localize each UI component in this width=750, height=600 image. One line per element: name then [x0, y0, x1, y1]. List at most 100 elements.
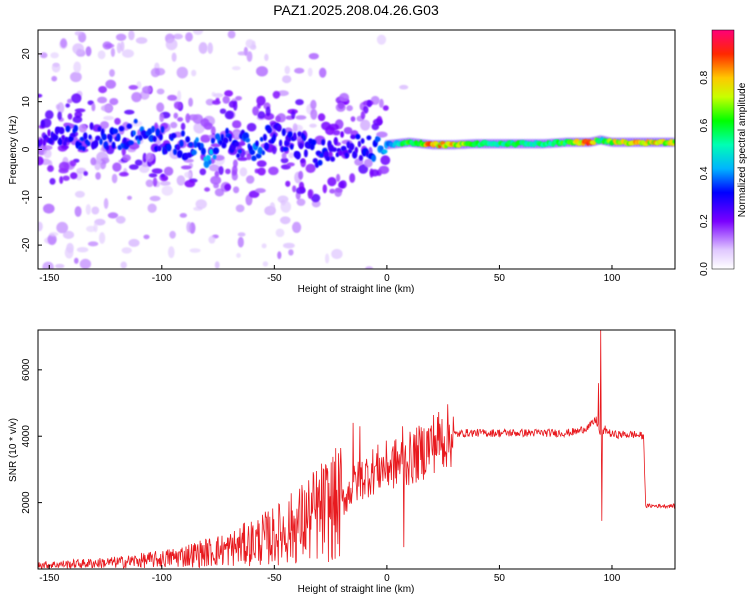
heatmap-cell	[185, 113, 191, 124]
heatmap-cell	[337, 102, 345, 110]
heatmap-cell	[339, 92, 350, 102]
heatmap-cell	[145, 152, 155, 163]
heatmap-ridge-cell	[52, 134, 59, 141]
y-tick-label: 6000	[21, 358, 32, 381]
x-tick-label: -150	[39, 273, 59, 284]
heatmap-noise-cell	[72, 43, 85, 55]
heatmap-cell	[285, 180, 291, 187]
y-tick-label: 10	[21, 96, 32, 108]
heatmap-cell	[298, 170, 304, 180]
heatmap-ridge-cell	[97, 126, 102, 132]
heatmap-ridge-cell	[73, 124, 79, 132]
heatmap-cell	[336, 173, 341, 182]
heatmap-ridge-cell	[272, 133, 277, 142]
heatmap-cell	[59, 176, 64, 184]
heatmap-noise-cell	[186, 221, 192, 233]
heatmap-cell	[142, 86, 152, 94]
heatmap-noise-cell	[94, 218, 106, 226]
heatmap-cell	[122, 154, 131, 162]
heatmap-noise-cell	[192, 30, 204, 35]
heatmap-cell	[74, 108, 86, 113]
heatmap-cell	[224, 110, 234, 120]
heatmap-ridge-cell	[160, 126, 165, 134]
heatmap-noise-cell	[176, 66, 188, 79]
heatmap-ridge-cell	[335, 152, 340, 158]
heatmap-noise-cell	[93, 222, 98, 233]
heatmap-noise-cell	[195, 199, 207, 210]
heatmap-cell	[224, 183, 231, 191]
heatmap-ridge-cell	[259, 136, 264, 142]
heatmap-cell	[246, 153, 252, 161]
heatmap-noise-cell	[40, 52, 48, 59]
heatmap-cell	[363, 105, 369, 114]
heatmap-ridge-cell	[210, 137, 215, 144]
heatmap-ridge-cell	[207, 159, 212, 165]
heatmap-noise-cell	[171, 52, 177, 62]
heatmap-noise-cell	[57, 102, 65, 114]
heatmap-cell	[71, 93, 82, 104]
heatmap-ridge-cell	[156, 145, 162, 152]
heatmap-ridge-cell	[281, 128, 286, 137]
colorbar-tick-label: 0.4	[699, 166, 710, 180]
heatmap-noise-cell	[296, 198, 306, 206]
heatmap-ridge-cell	[105, 145, 110, 151]
heatmap-noise-cell	[70, 71, 82, 83]
heatmap-ridge-cell	[89, 122, 94, 130]
heatmap-noise-cell	[169, 230, 176, 239]
snr-series-line	[38, 330, 675, 569]
heatmap-noise-cell	[145, 179, 154, 188]
heatmap-noise-cell	[205, 98, 215, 106]
heatmap-cell	[112, 162, 122, 172]
heatmap-noise-cell	[275, 228, 285, 238]
heatmap-cell	[78, 124, 88, 133]
heatmap-ridge-cell	[108, 134, 113, 143]
heatmap-ridge-cell	[264, 142, 269, 151]
heatmap-ridge-cell	[358, 154, 364, 161]
heatmap-ridge-cell	[81, 146, 86, 151]
heatmap-cell	[224, 90, 234, 97]
heatmap-ridge-cell	[287, 131, 293, 138]
heatmap-ridge-cell	[255, 140, 259, 147]
heatmap-ridge-cell	[185, 136, 191, 143]
heatmap-cell	[152, 177, 158, 187]
heatmap-cell	[281, 152, 287, 160]
heatmap-ridge-cell	[222, 137, 229, 144]
heatmap-noise-cell	[269, 202, 276, 213]
heatmap-noise-cell	[208, 164, 220, 172]
heatmap-noise-cell	[379, 98, 384, 108]
heatmap-noise-cell	[87, 241, 99, 247]
heatmap-noise-cell	[288, 249, 294, 256]
heatmap-noise-cell	[246, 51, 253, 62]
heatmap-noise-cell	[85, 204, 91, 215]
heatmap-cell	[148, 173, 158, 178]
x-tick-label: 100	[604, 573, 621, 584]
heatmap-cell	[307, 189, 313, 200]
heatmap-noise-cell	[131, 92, 142, 103]
heatmap-noise-cell	[284, 65, 291, 75]
heatmap-noise-cell	[165, 38, 178, 51]
colorbar-ticks: 0.0 0.2 0.4 0.6 0.8	[699, 70, 710, 276]
heatmap-cell	[225, 168, 231, 175]
heatmap-cell	[268, 166, 279, 176]
heatmap-cell	[65, 103, 70, 108]
y-tick-label: 2000	[21, 491, 32, 514]
heatmap-cell	[70, 172, 78, 180]
heatmap-noise-cell	[135, 37, 148, 44]
heatmap-cell	[292, 185, 297, 193]
heatmap-noise-cell	[292, 221, 302, 233]
heatmap-noise-cell	[97, 96, 108, 104]
heatmap-noise-cell	[60, 38, 67, 49]
heatmap-cell	[295, 115, 307, 120]
heatmap-ridge-cell	[181, 130, 185, 137]
heatmap-ridge-cell	[191, 149, 197, 156]
heatmap-cell	[180, 122, 186, 131]
heatmap-noise-cell	[95, 172, 101, 180]
heatmap-noise-cell	[159, 180, 171, 186]
heatmap-cell	[38, 93, 43, 98]
heatmap-cell	[305, 163, 316, 173]
heatmap-ridge-cell	[276, 124, 282, 132]
heatmap-cell	[256, 160, 267, 168]
heatmap-ridge-cell	[295, 151, 301, 160]
heatmap-cell	[310, 193, 321, 203]
heatmap-ridge-cell	[282, 146, 289, 152]
